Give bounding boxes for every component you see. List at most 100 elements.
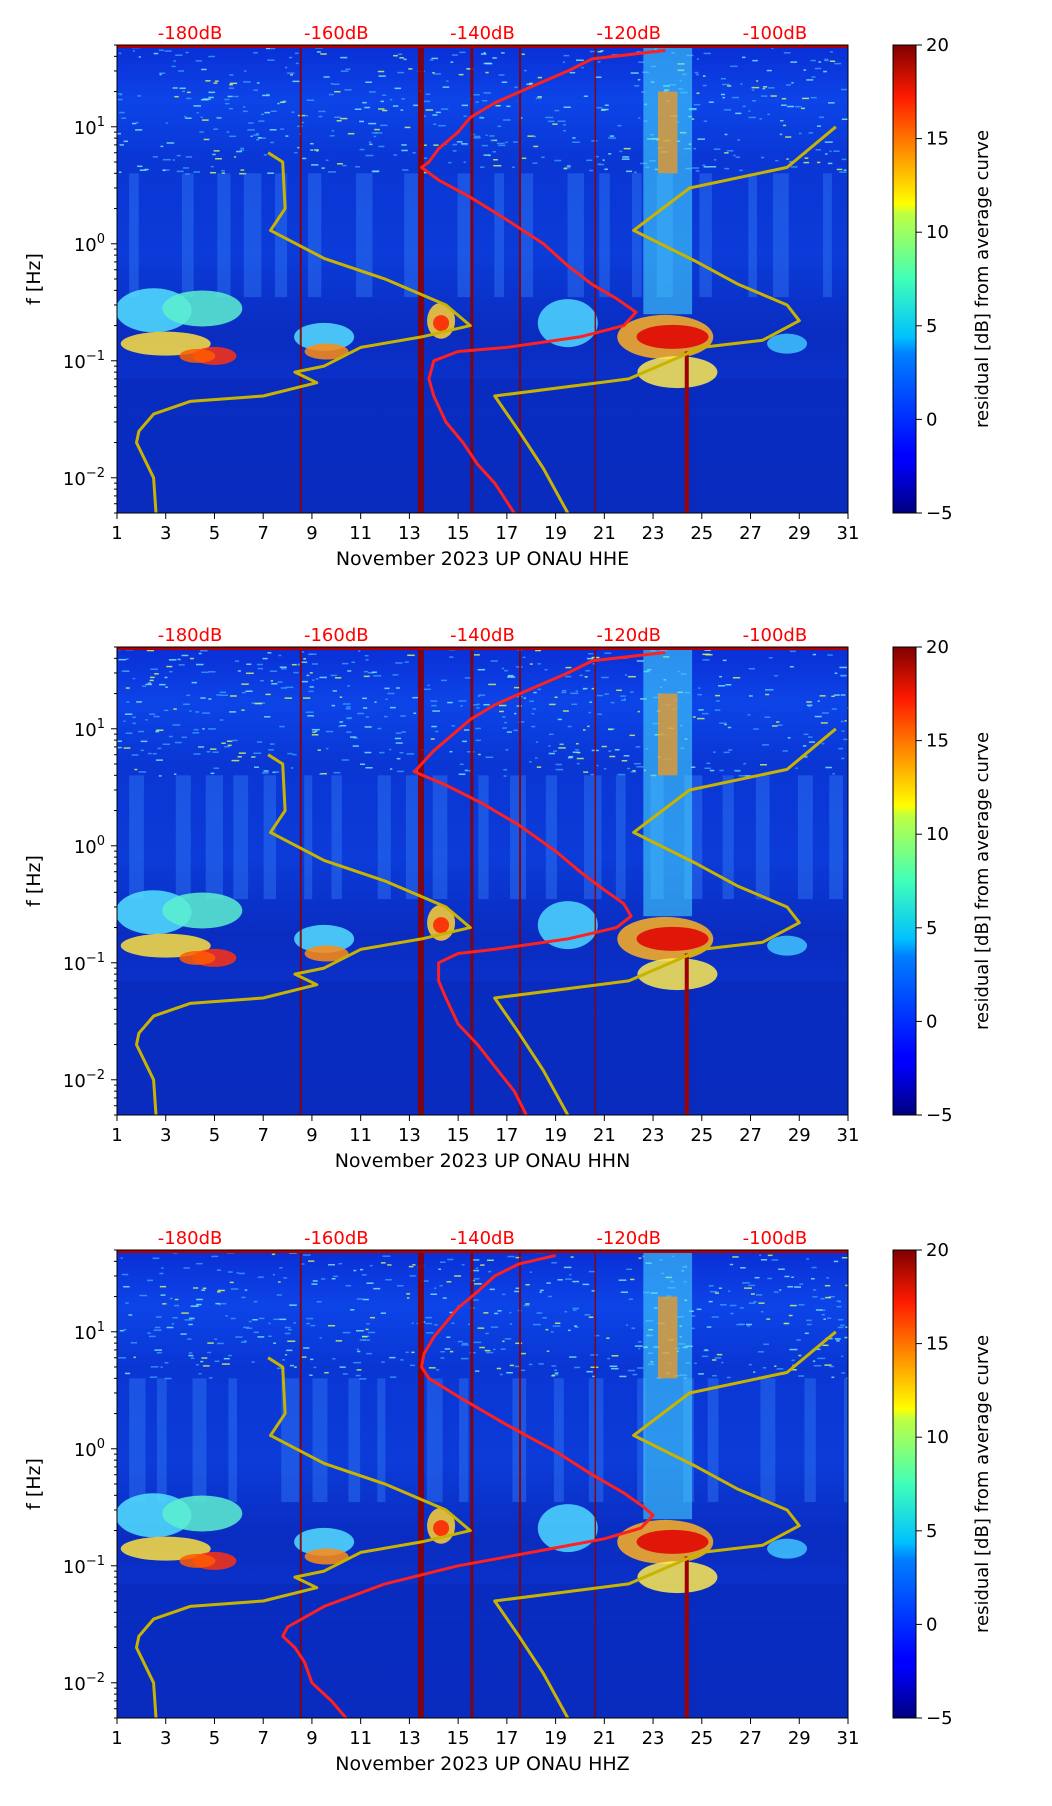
data-gap-line [470, 647, 474, 1115]
speckle [130, 1342, 138, 1344]
speckle [501, 81, 508, 83]
x-tick-label: 19 [544, 523, 567, 544]
speckle [267, 1335, 272, 1338]
speckle [378, 108, 385, 110]
speckle [347, 670, 352, 672]
speckle [318, 110, 322, 113]
speckle [714, 709, 721, 711]
speckle [812, 1360, 816, 1362]
x-tick-label: 7 [257, 523, 268, 544]
speckle [514, 712, 517, 715]
speckle [280, 668, 287, 670]
speckle [338, 725, 342, 728]
speckle [140, 749, 144, 752]
speckle [588, 711, 592, 714]
speckle [193, 171, 200, 173]
speckle [839, 171, 847, 173]
speckle [702, 653, 711, 656]
speckle [438, 124, 446, 127]
speckle [771, 1259, 779, 1261]
speckle [381, 1361, 385, 1363]
speckle [782, 124, 787, 127]
speckle [721, 1361, 724, 1364]
speckle [346, 731, 352, 733]
speckle [221, 169, 225, 172]
speckle [702, 164, 706, 167]
speckle [317, 749, 321, 751]
x-tick-label: 25 [690, 1125, 713, 1146]
speckle [833, 1260, 839, 1263]
speckle [264, 111, 271, 114]
speckle [347, 685, 351, 687]
speckle [552, 1325, 561, 1327]
speckle [584, 1314, 591, 1316]
speckle [353, 1361, 362, 1364]
speckle [836, 1340, 840, 1342]
spike-line [684, 953, 689, 1115]
speckle [747, 714, 751, 716]
burst-streak [707, 1378, 719, 1503]
speckle [720, 93, 725, 96]
speckle [789, 665, 794, 668]
speckle [486, 1259, 494, 1262]
speckle [583, 95, 588, 98]
speckle [235, 1336, 243, 1338]
burst-streak [797, 775, 813, 900]
speckle [185, 117, 192, 119]
speckle [551, 1375, 555, 1377]
data-gap-line [594, 1250, 597, 1718]
speckle [608, 153, 612, 155]
speckle [521, 157, 527, 160]
speckle [724, 723, 727, 726]
speckle [431, 57, 439, 60]
speckle [570, 1256, 574, 1258]
speckle [393, 154, 397, 156]
speckle [229, 82, 238, 85]
speckle [485, 1351, 494, 1354]
speckle [261, 772, 269, 774]
speckle [634, 85, 640, 87]
speckle [817, 161, 821, 164]
speckle [404, 661, 409, 663]
speckle [554, 159, 562, 162]
y-tick-label: 10−2 [63, 1068, 105, 1092]
speckle [462, 143, 468, 146]
speckle [609, 755, 616, 758]
speckle [283, 1277, 288, 1279]
speckle [118, 52, 122, 55]
speckle [785, 84, 791, 86]
speckle [196, 111, 199, 114]
speckle [811, 76, 816, 78]
speckle [302, 697, 311, 699]
speckle [446, 80, 449, 82]
speckle [480, 1264, 485, 1266]
y-tick-label: 10−1 [63, 951, 105, 975]
microseism-blob [179, 950, 216, 965]
speckle [838, 747, 843, 750]
spectrogram-image [117, 1250, 848, 1718]
speckle [506, 1371, 513, 1374]
speckle [798, 1354, 802, 1357]
speckle [504, 669, 508, 672]
speckle [502, 1293, 506, 1296]
speckle [412, 152, 416, 154]
speckle [229, 695, 237, 697]
x-tick-label: 31 [837, 1125, 860, 1146]
speckle [355, 166, 361, 168]
speckle [119, 111, 125, 114]
microseism-blob [637, 356, 718, 389]
speckle [709, 769, 715, 772]
speckle [253, 1300, 258, 1303]
speckle [263, 716, 271, 718]
speckle [533, 135, 537, 138]
speckle [436, 1369, 440, 1371]
speckle [454, 1275, 462, 1277]
speckle [315, 730, 318, 733]
speckle [199, 131, 204, 133]
speckle [827, 162, 833, 165]
speckle [257, 137, 262, 139]
speckle [431, 704, 437, 707]
speckle [254, 766, 260, 768]
microseism-blob [304, 945, 349, 962]
speckle [561, 691, 567, 694]
